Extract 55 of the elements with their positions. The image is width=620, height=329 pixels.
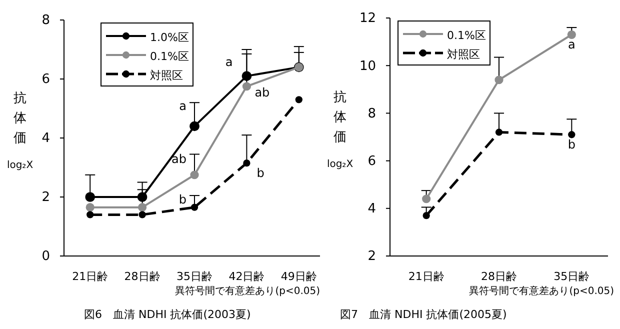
y-tick-label: 10 — [359, 58, 376, 74]
y-tick-label: 2 — [368, 249, 376, 264]
point — [242, 82, 251, 91]
y-tick-label: 6 — [42, 72, 50, 88]
legend-label: 0.1%区 — [447, 29, 486, 42]
annotation: a — [179, 99, 186, 114]
point — [190, 170, 199, 180]
x-tick-label: 42日齢 — [228, 270, 265, 283]
point — [422, 212, 430, 220]
point — [243, 160, 250, 167]
point — [86, 211, 94, 218]
point — [138, 203, 147, 212]
legend-label: 対照区 — [150, 69, 183, 82]
y-tick-label: 12 — [359, 11, 376, 26]
text: 図7 血清 NDHI 抗体価(2005夏) — [340, 308, 507, 321]
legend-label: 対照区 — [447, 48, 480, 61]
y-axis-title: 抗体価 log₂X — [6, 91, 34, 171]
annotation: b — [256, 166, 264, 180]
x-tick-label: 35日齢 — [176, 270, 212, 283]
legend-label: 0.1%区 — [150, 50, 189, 63]
point — [190, 204, 198, 211]
text: 図6 血清 NDHI 抗体価(2003夏) — [84, 308, 251, 321]
point — [138, 211, 146, 218]
text: 異符号間で有意差あり(p<0.05) — [175, 285, 320, 297]
y-tick-label: 8 — [42, 13, 50, 28]
point — [422, 194, 431, 204]
annotation: a — [225, 55, 233, 70]
annotation: b — [178, 192, 186, 206]
y-tick-label: 4 — [368, 202, 376, 217]
point — [85, 192, 96, 202]
x-tick-label: 21日齢 — [408, 270, 444, 283]
annotation: ab — [172, 152, 186, 166]
y-axis-title: 抗体価 log₂X — [326, 90, 354, 170]
point — [567, 30, 576, 39]
point — [568, 131, 576, 138]
y-tick-label: 0 — [42, 249, 50, 264]
x-tick-label: 35日齢 — [554, 270, 590, 283]
point — [295, 96, 302, 104]
point — [190, 121, 200, 132]
y-tick-label: 4 — [42, 131, 50, 146]
legend-label: 1.0%区 — [150, 31, 189, 44]
point — [86, 203, 94, 212]
x-tick-label: 21日齢 — [72, 270, 108, 283]
text: 異符号間で有意差あり(p<0.05) — [469, 285, 614, 297]
y-tick-label: 8 — [368, 106, 376, 122]
x-tick-label: 28日齢 — [124, 270, 160, 283]
y-tick-label: 2 — [42, 190, 50, 206]
x-tick-label: 28日齢 — [481, 270, 517, 283]
annotation: a — [568, 38, 576, 52]
y-tick-label: 6 — [368, 154, 376, 169]
annotation: b — [568, 138, 576, 152]
x-tick-label: 49日齢 — [280, 270, 317, 283]
point — [494, 76, 504, 84]
point — [495, 128, 503, 136]
annotation: ab — [254, 85, 270, 100]
